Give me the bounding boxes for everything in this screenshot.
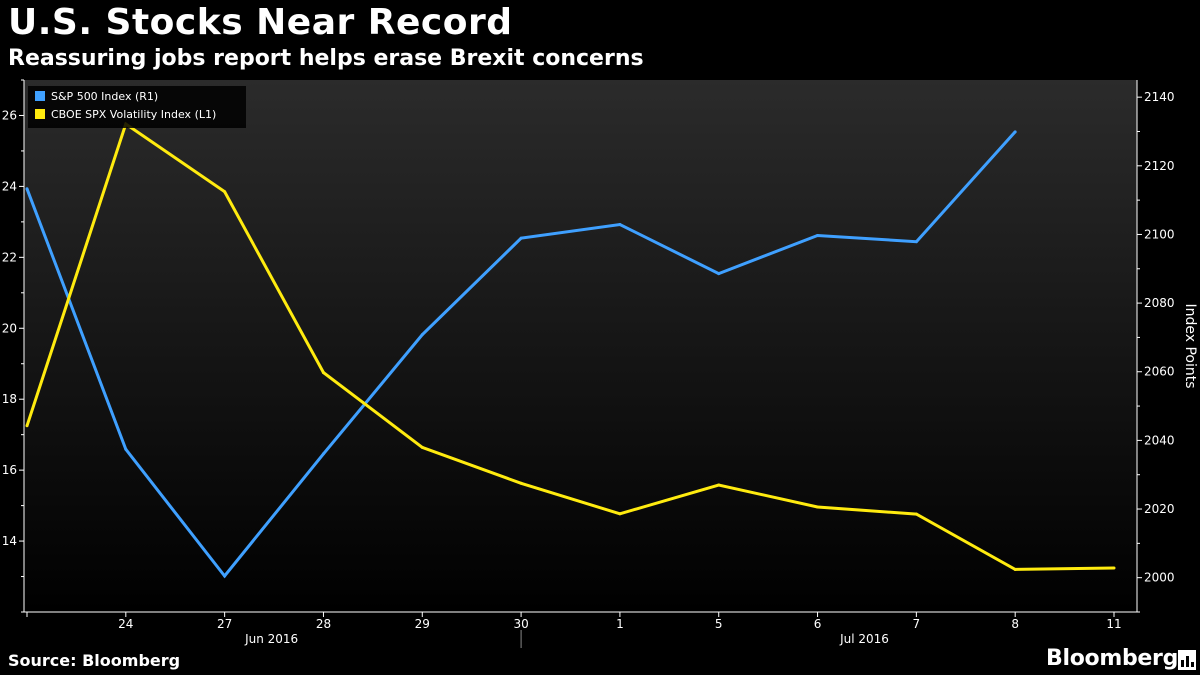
series-line-vix — [25, 121, 1115, 571]
series-layer — [25, 121, 1116, 579]
data-point — [1013, 130, 1017, 134]
right-tick-label: 2140 — [1144, 90, 1175, 104]
x-tick-label: 27 — [217, 617, 232, 631]
data-point — [124, 447, 128, 451]
data-point — [1013, 567, 1017, 571]
left-tick-label: 22 — [2, 250, 17, 264]
x-tick-label: 8 — [1011, 617, 1019, 631]
data-point — [914, 240, 918, 244]
x-tick-label: 24 — [118, 617, 133, 631]
x-tick-label: 5 — [715, 617, 723, 631]
legend-swatch-vix — [35, 109, 45, 119]
x-tick-label: 6 — [814, 617, 822, 631]
right-tick-label: 2000 — [1144, 571, 1175, 585]
data-point — [816, 233, 820, 237]
data-point — [914, 512, 918, 516]
data-point — [519, 236, 523, 240]
bloomberg-logo: Bloomberg — [1046, 646, 1179, 671]
data-point — [519, 481, 523, 485]
left-tick-label: 16 — [2, 463, 17, 477]
month-label: Jul 2016 — [839, 632, 889, 646]
x-tick-label: 30 — [513, 617, 528, 631]
legend-background — [28, 86, 246, 128]
x-tick-label: 1 — [616, 617, 624, 631]
month-label: Jun 2016 — [244, 632, 298, 646]
x-tick-label: 7 — [913, 617, 921, 631]
data-point — [321, 371, 325, 375]
x-tick-label: 28 — [316, 617, 331, 631]
data-point — [717, 272, 721, 276]
x-tick-label: 29 — [415, 617, 430, 631]
data-point — [420, 333, 424, 337]
data-point — [618, 512, 622, 516]
right-tick-label: 2020 — [1144, 502, 1175, 516]
right-axis-title: Index Points — [1182, 303, 1198, 388]
data-point — [223, 190, 227, 194]
chart-title: U.S. Stocks Near Record — [8, 2, 513, 43]
legend-label-vix: CBOE SPX Volatility Index (L1) — [51, 108, 216, 121]
chart-subtitle: Reassuring jobs report helps erase Brexi… — [8, 46, 644, 71]
data-point — [618, 222, 622, 226]
legend-label-sp500: S&P 500 Index (R1) — [51, 90, 158, 103]
right-tick-label: 2060 — [1144, 365, 1175, 379]
right-tick-label: 2100 — [1144, 227, 1175, 241]
left-tick-label: 26 — [2, 108, 17, 122]
data-point — [25, 187, 29, 191]
left-tick-label: 18 — [2, 392, 17, 406]
legend-swatch-sp500 — [35, 91, 45, 101]
data-point — [223, 574, 227, 578]
axes: 1416182022242620002020204020602080210021… — [2, 79, 1198, 648]
legend: S&P 500 Index (R1) CBOE SPX Volatility I… — [28, 86, 246, 128]
data-point — [25, 424, 29, 428]
data-point — [1112, 566, 1116, 570]
left-tick-label: 20 — [2, 321, 17, 335]
bloomberg-logo-icon — [1178, 650, 1196, 670]
right-tick-label: 2120 — [1144, 159, 1175, 173]
source-note: Source: Bloomberg — [8, 651, 181, 670]
left-tick-label: 24 — [2, 179, 17, 193]
right-tick-label: 2080 — [1144, 296, 1175, 310]
left-tick-label: 14 — [2, 534, 17, 548]
plot-background — [24, 80, 1137, 612]
data-point — [717, 483, 721, 487]
x-tick-label: 11 — [1106, 617, 1121, 631]
data-point — [420, 445, 424, 449]
data-point — [816, 505, 820, 509]
right-tick-label: 2040 — [1144, 433, 1175, 447]
data-point — [321, 452, 325, 456]
